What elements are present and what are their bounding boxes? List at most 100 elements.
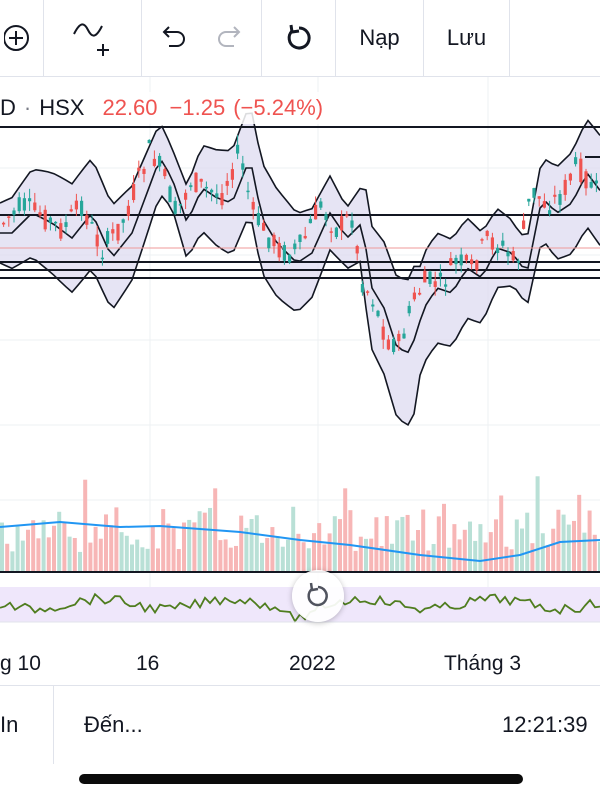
candle-body <box>459 254 463 266</box>
volume-bar <box>223 539 228 572</box>
save-label: Lưu <box>446 25 487 50</box>
save-layout-button[interactable]: Lưu <box>424 0 510 76</box>
candle-body <box>355 246 359 254</box>
volume-bar <box>197 511 202 572</box>
candle-body <box>345 214 349 217</box>
volume-bar <box>41 520 46 572</box>
symbol-legend[interactable]: D · HSX 22.60 −1.25 (−5.24%) <box>0 92 330 124</box>
interval-button[interactable]: In <box>0 686 54 764</box>
candle-body <box>381 326 385 340</box>
home-indicator[interactable] <box>79 774 523 784</box>
candle-body <box>568 173 572 181</box>
volume-bar <box>582 532 587 572</box>
volume-bar <box>0 522 4 572</box>
reload-icon <box>287 24 311 50</box>
volume-bar <box>530 543 535 572</box>
undo-icon[interactable] <box>157 24 187 52</box>
volume-bar <box>130 544 134 572</box>
candle-body <box>298 234 302 243</box>
volume-bar <box>306 548 311 572</box>
volume-bar <box>468 521 472 572</box>
volume-bar <box>57 511 62 572</box>
candle-body <box>470 259 474 265</box>
indicators-button[interactable] <box>44 0 142 76</box>
volume-bar <box>598 541 600 572</box>
volume-bar <box>202 512 207 572</box>
candle-body <box>444 284 448 287</box>
reload-button[interactable] <box>262 0 336 76</box>
candle-body <box>548 210 552 215</box>
candle-body <box>340 216 344 231</box>
candle-body <box>449 258 453 266</box>
bollinger-lower-line <box>0 194 600 427</box>
candle-body <box>163 169 167 177</box>
volume-bar <box>296 533 301 572</box>
candle-body <box>392 338 396 353</box>
candle-body <box>262 222 266 231</box>
add-symbol-button[interactable] <box>0 0 44 76</box>
volume-bar <box>26 529 30 572</box>
candle-body <box>438 272 442 277</box>
candle-body <box>246 190 250 193</box>
candle-body <box>38 212 42 216</box>
candle-body <box>74 200 78 210</box>
volume-bar <box>171 528 176 572</box>
volume-bar <box>572 520 576 572</box>
volume-bar <box>78 551 82 572</box>
volume-bar <box>447 547 452 572</box>
volume-bar <box>140 547 145 572</box>
candle-body <box>288 254 292 263</box>
volume-bar <box>228 547 233 572</box>
price-change: −1.25 <box>169 95 226 120</box>
candle-body <box>527 198 531 202</box>
volume-bar <box>234 545 238 572</box>
candle-body <box>433 281 437 287</box>
candle-body <box>100 257 104 260</box>
chart-pane[interactable]: g 10 16 2022 Tháng 3 <box>0 77 600 684</box>
volume-bar <box>98 538 103 572</box>
volume-bar <box>556 509 561 572</box>
volume-bar <box>135 539 140 572</box>
volume-bar <box>322 544 327 572</box>
candle-body <box>199 178 203 182</box>
volume-bar <box>156 548 160 572</box>
candle-body <box>12 210 16 215</box>
candle-body <box>236 144 240 154</box>
candle-body <box>501 240 505 246</box>
reset-chart-button[interactable] <box>292 570 344 622</box>
candle-body <box>142 168 146 174</box>
volume-bar <box>416 530 420 572</box>
clock[interactable]: 12:21:39 <box>502 686 588 764</box>
chart-canvas[interactable]: g 10 16 2022 Tháng 3 <box>0 77 600 684</box>
volume-bar <box>265 538 270 572</box>
symbol-prefix: D <box>0 95 16 120</box>
candle-body <box>584 171 588 189</box>
volume-bar <box>520 528 524 572</box>
volume-bar <box>405 514 410 572</box>
volume-bar <box>566 524 571 572</box>
candle-body <box>241 163 245 170</box>
volume-bar <box>93 526 98 572</box>
volume-bar <box>270 527 275 572</box>
candle-body <box>542 201 546 208</box>
candle-body <box>137 167 141 171</box>
candle-body <box>152 158 156 166</box>
volume-bar <box>561 514 566 572</box>
candle-body <box>59 223 63 239</box>
candle-body <box>168 186 172 203</box>
candle-body <box>475 260 479 271</box>
goto-label: Đến... <box>84 712 143 737</box>
candle-body <box>272 234 276 247</box>
goto-date-button[interactable]: Đến... <box>84 686 143 764</box>
redo-icon[interactable] <box>216 24 246 52</box>
volume-bar <box>124 535 129 572</box>
volume-bar <box>452 524 457 572</box>
volume-bar <box>145 548 150 572</box>
volume-bar <box>592 534 597 572</box>
candle-body <box>360 283 364 293</box>
load-layout-button[interactable]: Nạp <box>336 0 424 76</box>
candle-body <box>418 292 422 295</box>
volume-bar <box>83 479 88 572</box>
candlestick-series <box>2 135 598 355</box>
volume-bar <box>436 516 441 572</box>
